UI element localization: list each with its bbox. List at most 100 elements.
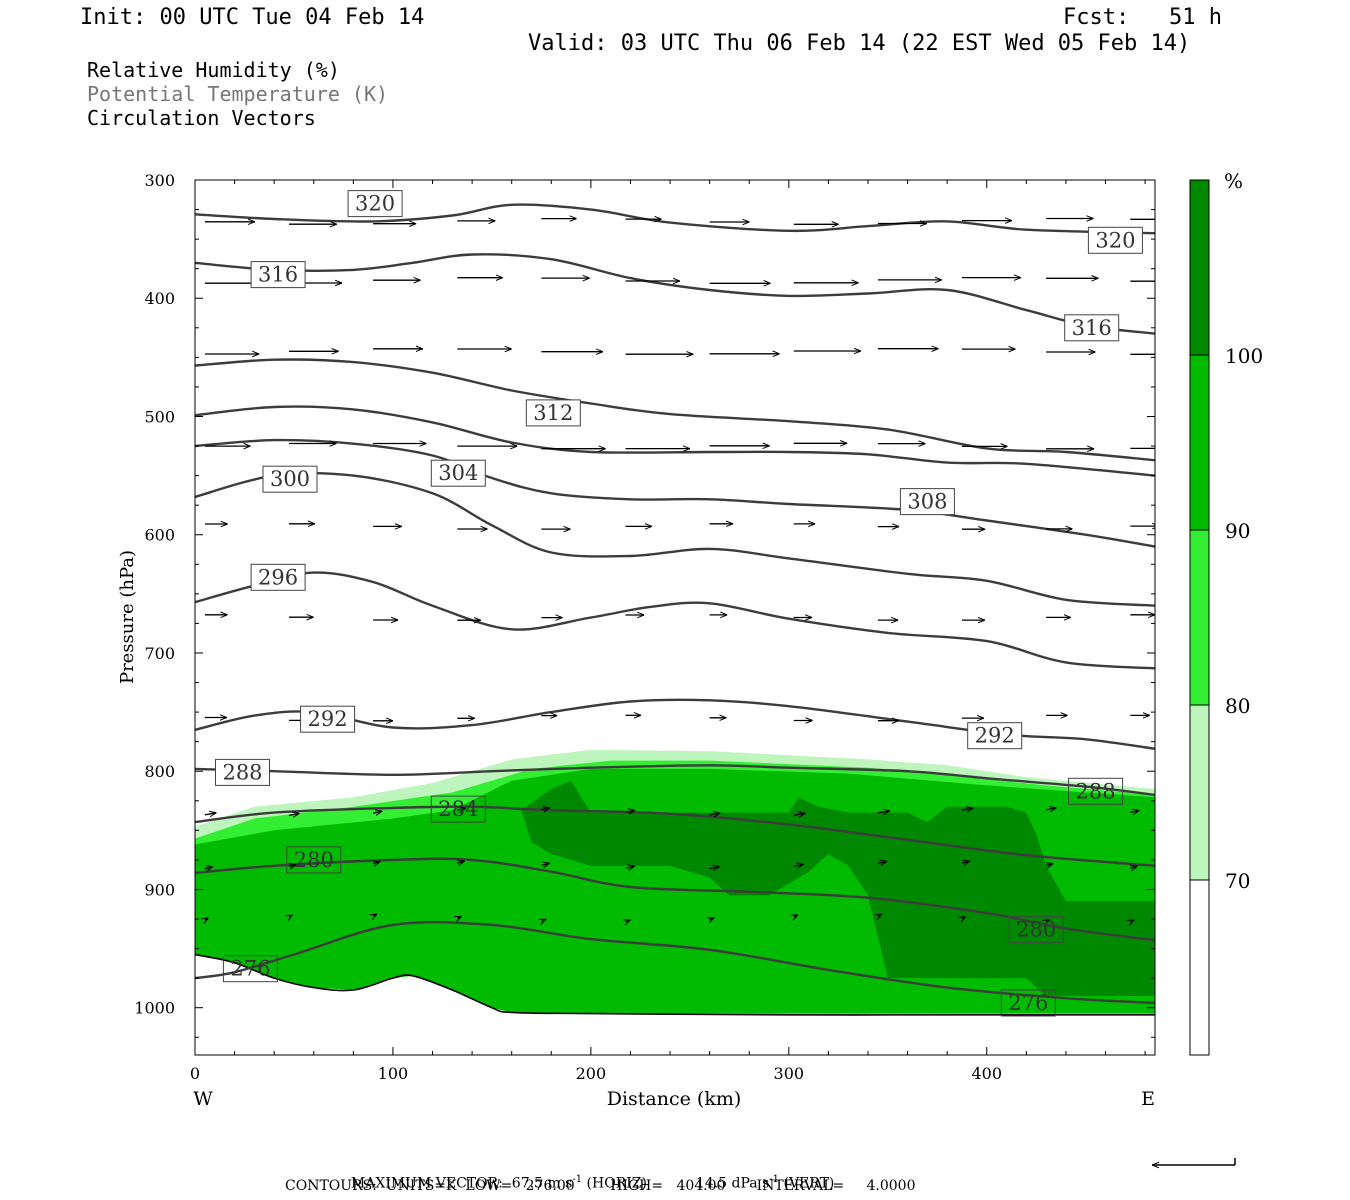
circulation-vector xyxy=(1046,864,1053,866)
circulation-vector xyxy=(373,862,380,864)
contour-label-text: 292 xyxy=(308,707,348,731)
horiz-max-value: 67.5 m s xyxy=(511,1175,573,1192)
theta-contours xyxy=(195,203,1155,1005)
theta-contour-296 xyxy=(195,571,1155,670)
contour-label-text: 280 xyxy=(294,848,334,872)
contour-label-280: 280 xyxy=(1008,916,1064,944)
forecast-hour: Fcst: 51 h xyxy=(1063,5,1222,30)
x-tick-label: 200 xyxy=(576,1064,607,1083)
colorbar-segment xyxy=(1190,180,1209,355)
circulation-vector xyxy=(1130,866,1137,868)
circulation-vector xyxy=(794,914,798,917)
colorbar-label: 80 xyxy=(1225,694,1250,718)
contour-label-320: 320 xyxy=(347,190,403,218)
west-label: W xyxy=(193,1088,213,1110)
reference-vector xyxy=(1152,1158,1236,1165)
contour-label-text: 288 xyxy=(1076,779,1116,803)
circulation-vector xyxy=(1130,920,1134,922)
x-tick-label: 300 xyxy=(774,1064,805,1083)
y-tick-label: 800 xyxy=(144,762,175,781)
contour-label-text: 312 xyxy=(533,401,573,425)
contour-label-304: 304 xyxy=(430,459,486,487)
contour-label-288: 288 xyxy=(215,758,270,786)
y-tick-label: 600 xyxy=(144,526,175,545)
circulation-vector xyxy=(1130,811,1139,813)
colorbar-segment xyxy=(1190,880,1209,1055)
y-axis-label: Pressure (hPa) xyxy=(117,550,138,684)
valid-time: Valid: 03 UTC Thu 06 Feb 14 (22 EST Wed … xyxy=(528,31,1191,56)
contour-label-276: 276 xyxy=(1000,989,1056,1017)
colorbar-segment xyxy=(1190,705,1209,880)
contours-info: CONTOURS: UNITS=K LOW= 276.00 HIGH= 404.… xyxy=(285,1178,916,1194)
circulation-vectors xyxy=(205,219,1155,922)
x-axis-label: Distance (km) xyxy=(607,1088,742,1110)
circulation-vector xyxy=(793,813,806,815)
contour-label-text: 320 xyxy=(355,192,395,216)
contour-label-text: 304 xyxy=(438,461,478,485)
theta-contour-300 xyxy=(195,472,1155,607)
theta-contour-316 xyxy=(195,253,1155,335)
vert-max-value: 14.5 dPa s xyxy=(695,1175,770,1192)
vert-exponent: -1 xyxy=(769,1174,780,1185)
theta-contour-308 xyxy=(195,405,1155,477)
circulation-vector xyxy=(962,917,966,919)
circulation-vector xyxy=(961,808,973,810)
title-relative-humidity: Relative Humidity (%) xyxy=(87,58,340,82)
contour-label-296: 296 xyxy=(250,563,306,591)
circulation-vector xyxy=(457,808,465,810)
horiz-exponent: -1 xyxy=(572,1174,583,1185)
contour-label-308: 308 xyxy=(899,488,955,516)
east-label: E xyxy=(1141,1088,1155,1110)
contour-label-280: 280 xyxy=(286,846,342,874)
theta-contour-312 xyxy=(195,358,1155,462)
colorbar-segment xyxy=(1190,355,1209,530)
circulation-vector xyxy=(205,918,209,920)
circulation-vector xyxy=(457,915,461,918)
axes: 300 400 500 600 700 800 900 1000 0 100 200 300 400 xyxy=(134,171,1155,1083)
contour-label-292: 292 xyxy=(967,722,1023,750)
colorbar-label: 70 xyxy=(1225,869,1250,893)
contour-label-text: 288 xyxy=(222,760,262,784)
relative-humidity-fill xyxy=(195,749,1155,1014)
theta-contour-280 xyxy=(195,857,1155,942)
contour-label-276: 276 xyxy=(222,955,278,983)
contour-label-312: 312 xyxy=(525,399,581,427)
circulation-vector xyxy=(710,916,715,920)
y-tick-label: 1000 xyxy=(134,999,175,1018)
contour-label-text: 316 xyxy=(258,263,298,287)
contour-label-text: 300 xyxy=(270,467,310,491)
max-vector-label: MAXIMUM VECTOR: xyxy=(350,1175,503,1192)
y-tick-label: 300 xyxy=(144,171,175,190)
circulation-vector xyxy=(793,864,804,866)
circulation-vector xyxy=(373,914,377,916)
circulation-vector xyxy=(457,861,464,863)
theta-contour-320 xyxy=(195,203,1155,235)
contour-label-316: 316 xyxy=(1064,314,1120,342)
contour-label-text: 308 xyxy=(907,490,947,514)
circulation-vector xyxy=(877,861,887,863)
circulation-vector xyxy=(625,810,636,812)
contour-label-292: 292 xyxy=(300,705,356,733)
x-tick-label: 100 xyxy=(378,1064,409,1083)
y-tick-label: 700 xyxy=(144,644,175,663)
theta-contour-276 xyxy=(195,920,1155,1005)
circulation-vector xyxy=(877,811,890,813)
contour-label-text: 292 xyxy=(975,724,1015,748)
vert-tag: (VERT) xyxy=(783,1175,835,1192)
contour-label-text: 284 xyxy=(438,797,478,821)
colorbar-unit: % xyxy=(1224,169,1243,193)
circulation-vector xyxy=(961,861,970,863)
contour-label-316: 316 xyxy=(250,261,306,289)
circulation-vector xyxy=(1045,808,1056,810)
circulation-vector xyxy=(541,863,549,865)
colorbar-label: 90 xyxy=(1225,519,1250,543)
circulation-vector xyxy=(709,813,721,815)
contour-label-text: 276 xyxy=(230,957,270,981)
colorbar: 70 80 90 100% xyxy=(1189,169,1263,1056)
contour-labels: 320 320 316 316 312 308 304 300 296 292 292 288 288 2… xyxy=(215,190,1143,1017)
circulation-vector xyxy=(1046,919,1050,921)
circulation-vector xyxy=(289,865,296,867)
circulation-vector xyxy=(541,918,546,921)
contour-label-text: 316 xyxy=(1072,316,1112,340)
y-tick-label: 900 xyxy=(144,880,175,899)
